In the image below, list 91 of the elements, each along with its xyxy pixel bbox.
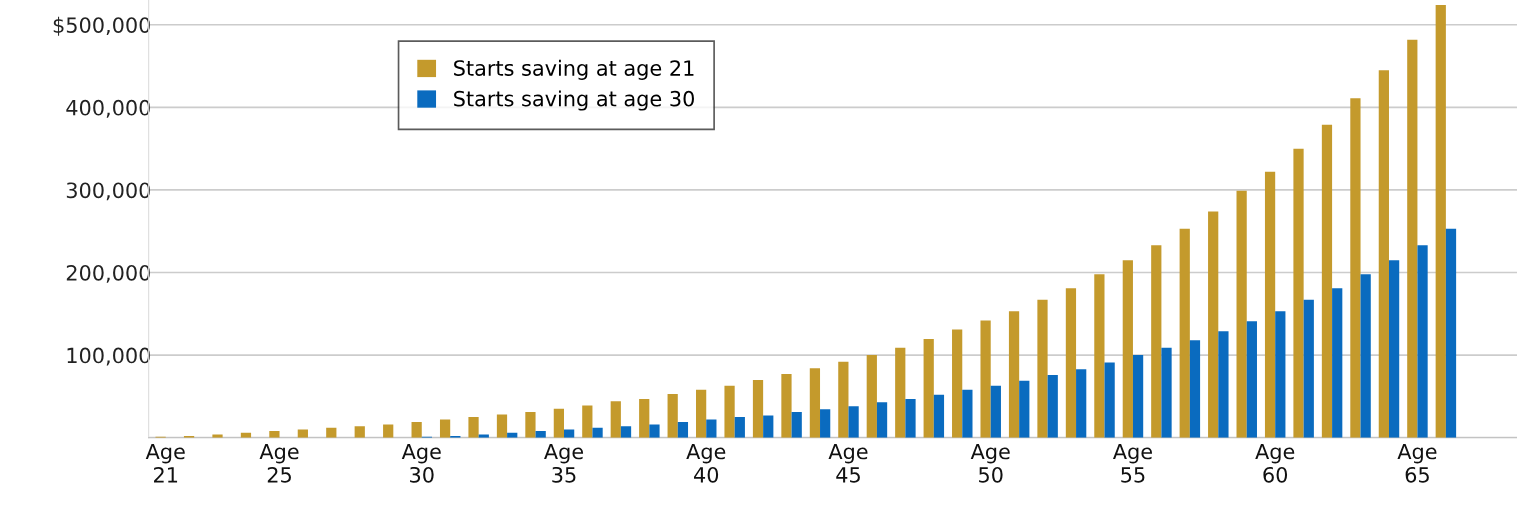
bar xyxy=(933,394,945,438)
bar xyxy=(1122,260,1133,438)
bar xyxy=(866,355,877,438)
bar xyxy=(269,431,280,438)
bar xyxy=(1264,171,1276,438)
x-tick-label: Age 65 xyxy=(1397,443,1437,483)
bar xyxy=(468,417,479,438)
bar xyxy=(564,429,575,438)
bar xyxy=(411,422,422,438)
bar xyxy=(706,419,717,438)
bar xyxy=(1360,274,1371,438)
bar xyxy=(1350,98,1361,438)
bar xyxy=(791,412,802,438)
bar xyxy=(1275,311,1286,438)
bar xyxy=(297,429,308,438)
bar xyxy=(1094,274,1105,438)
bar xyxy=(439,419,451,438)
bar xyxy=(781,374,792,438)
bar xyxy=(734,417,745,438)
x-tick-label: Age 45 xyxy=(828,443,868,483)
bar xyxy=(1019,380,1030,438)
bar xyxy=(667,393,678,438)
bar xyxy=(1065,288,1077,438)
bar xyxy=(1179,228,1190,438)
bar xyxy=(496,414,508,438)
bar xyxy=(1246,321,1257,438)
bar xyxy=(876,402,888,438)
bar xyxy=(1008,311,1020,438)
y-tick-label: 400,000 xyxy=(66,99,151,118)
bar xyxy=(1076,369,1087,438)
x-tick-label: Age 25 xyxy=(259,443,299,483)
bar xyxy=(1407,39,1418,438)
bar xyxy=(820,409,831,438)
x-tick-label: Age 55 xyxy=(1112,443,1152,483)
x-tick-label: Age 30 xyxy=(401,443,441,483)
bar xyxy=(620,426,632,438)
bar xyxy=(1293,148,1304,438)
bar xyxy=(838,361,849,438)
bar xyxy=(582,405,593,438)
bar xyxy=(1189,340,1201,438)
bar xyxy=(1236,190,1247,438)
bar xyxy=(905,398,916,438)
bar xyxy=(724,385,735,438)
bar xyxy=(639,398,650,438)
bar xyxy=(592,427,603,438)
y-tick-label: 200,000 xyxy=(66,264,151,283)
bar xyxy=(990,385,1001,438)
bar xyxy=(952,329,963,438)
legend-label: Starts saving at age 21 xyxy=(454,59,694,80)
y-tick-label: $500,000 xyxy=(53,16,151,36)
bar xyxy=(1435,4,1446,438)
bar xyxy=(1303,299,1314,438)
bar xyxy=(1332,288,1343,438)
bar xyxy=(895,347,906,438)
bar xyxy=(354,426,365,438)
bar xyxy=(1388,260,1400,438)
bar xyxy=(1417,245,1428,438)
x-tick-label: Age 50 xyxy=(970,443,1010,483)
bar xyxy=(1208,211,1219,438)
bar xyxy=(1378,70,1389,438)
bar xyxy=(1132,355,1144,438)
x-tick-label: Age 40 xyxy=(686,443,726,483)
bar xyxy=(610,401,621,438)
y-tick-label: 100,000 xyxy=(67,347,151,366)
bar xyxy=(677,422,689,438)
bar xyxy=(1161,347,1172,438)
x-tick-label: Age 35 xyxy=(544,443,584,483)
bar xyxy=(553,408,564,438)
bar xyxy=(525,412,536,438)
bar xyxy=(752,379,764,438)
bar xyxy=(1037,299,1048,438)
bar xyxy=(696,389,707,438)
bar xyxy=(848,406,859,438)
x-tick-label: Age 60 xyxy=(1255,443,1295,483)
bar xyxy=(980,320,991,438)
bar xyxy=(1104,362,1115,438)
bar xyxy=(383,424,394,438)
bar xyxy=(1218,331,1229,438)
x-tick-label: Age 21 xyxy=(145,443,185,483)
legend-label: Starts saving at age 30 xyxy=(454,90,694,111)
bar xyxy=(1321,124,1333,438)
bar xyxy=(1151,245,1162,438)
bar xyxy=(1445,228,1457,438)
bar xyxy=(212,434,223,438)
bar xyxy=(649,424,660,438)
y-tick-label: 300,000 xyxy=(66,182,151,201)
bar xyxy=(809,368,821,438)
bar xyxy=(923,339,934,438)
bar xyxy=(962,389,973,438)
bar xyxy=(763,415,774,438)
bar xyxy=(1047,374,1058,438)
